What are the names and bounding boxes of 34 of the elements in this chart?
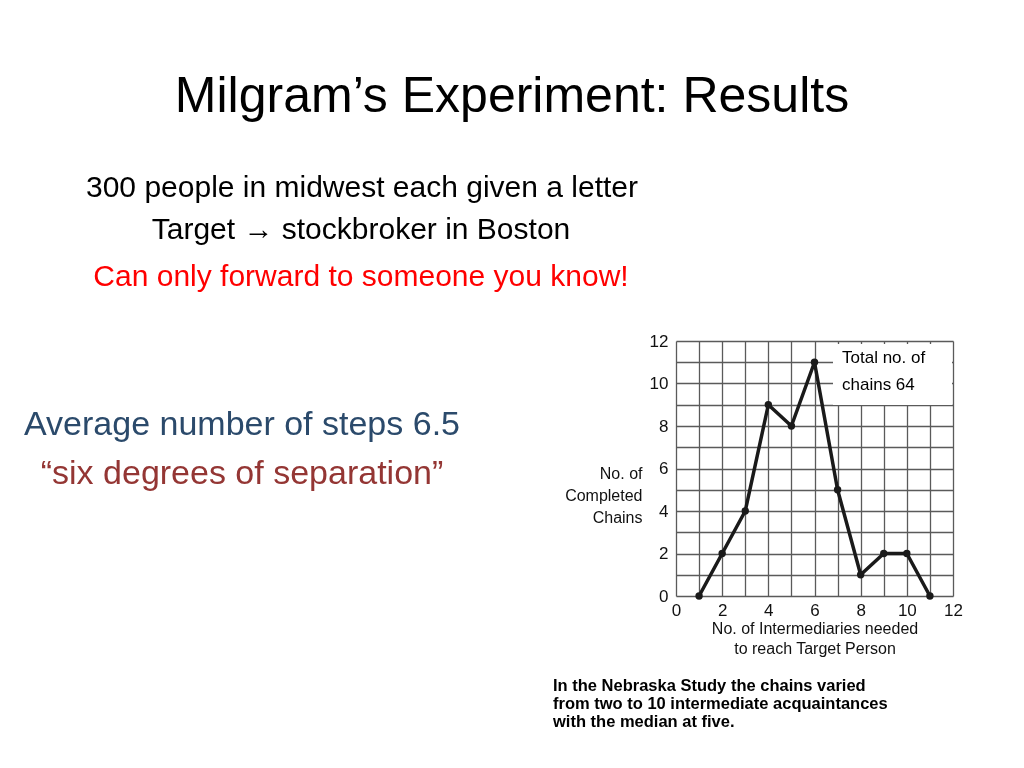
text: Average number of steps 6.5 — [24, 404, 460, 442]
x-tick-label: 4 — [764, 600, 774, 620]
point — [718, 549, 726, 558]
text: Can only forward to someone you know! — [93, 259, 629, 292]
text: 300 people in midwest each given a letter — [85, 170, 639, 203]
point — [903, 549, 911, 558]
point — [764, 401, 773, 409]
point — [787, 422, 796, 430]
y-tick-label: 4 — [659, 501, 669, 521]
point — [833, 486, 842, 494]
x-tick-label: 8 — [856, 600, 866, 620]
text: Target → stockbroker in Boston — [151, 212, 571, 245]
chart-title: Milgram’s Experiment: Results — [174, 67, 850, 123]
x-tick-label: 10 — [897, 600, 917, 620]
text: In the Nebraska Study the chains varied from two to 10 intermediate acquaintances with the median at five. — [552, 676, 888, 730]
x-tick-label: 6 — [810, 600, 820, 620]
y-tick-label: 8 — [659, 416, 669, 436]
y-axis-title: No. of Completed Chains — [565, 465, 644, 526]
point — [880, 549, 888, 558]
y-tick-label: 12 — [649, 331, 669, 351]
text: “six degrees of separation” — [40, 453, 444, 491]
x-tick-label: 12 — [944, 600, 963, 620]
point — [695, 592, 703, 600]
annotation: Total no. of chains 64 — [842, 348, 926, 394]
y-tick-label: 2 — [659, 544, 669, 563]
y-tick-label: 6 — [659, 459, 669, 478]
y-tick-label: 0 — [659, 586, 669, 606]
point — [856, 571, 865, 579]
y-tick-label: 10 — [649, 374, 669, 393]
point — [810, 358, 819, 366]
x-axis-title: No. of Intermediaries needed to reach Target Person — [711, 619, 919, 657]
x-tick-label: 2 — [717, 600, 728, 620]
point — [741, 507, 749, 515]
point — [926, 592, 934, 600]
